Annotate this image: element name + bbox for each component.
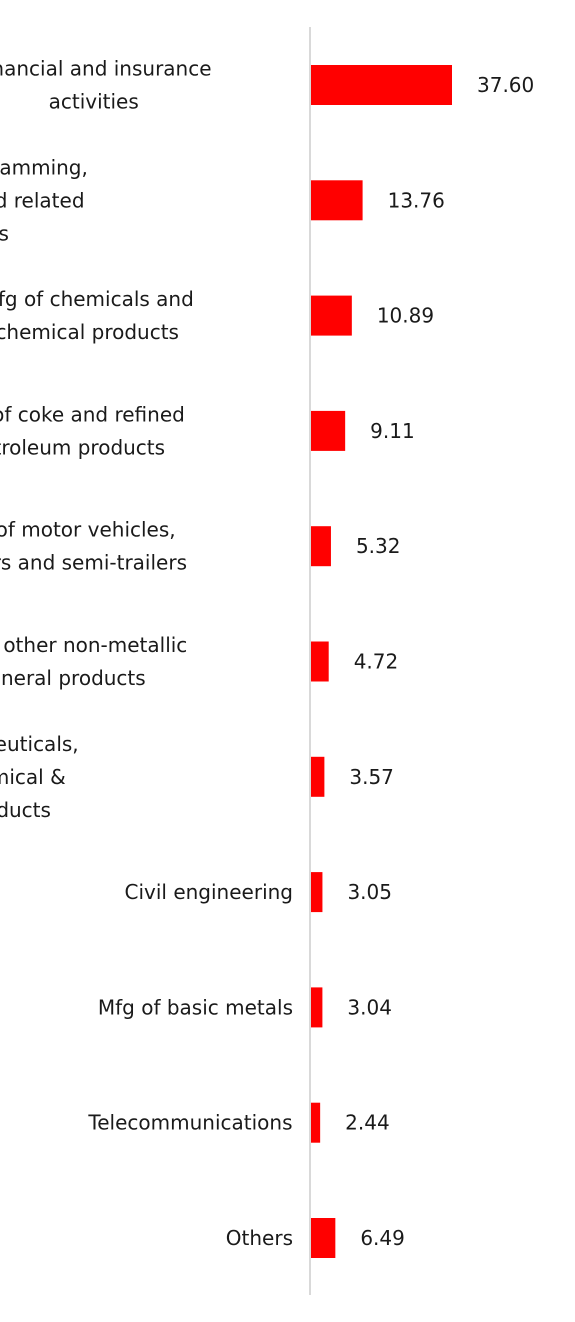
category-label-line: Mfg of basic metals	[98, 995, 293, 1019]
category-label-3: Mfg of coke and refined petroleum product…	[0, 402, 185, 459]
category-label-7: Civil engineering	[125, 880, 294, 904]
value-label-9: 2.44	[345, 1111, 390, 1135]
category-label-line: Mfg of other non-metallic	[0, 633, 187, 657]
value-label-2: 10.89	[377, 304, 434, 328]
bar-5	[311, 641, 329, 682]
bars-group	[311, 65, 452, 1258]
value-label-6: 3.57	[349, 765, 394, 789]
value-label-10: 6.49	[360, 1226, 405, 1250]
bar-6	[311, 756, 325, 797]
category-label-line: Mfg of motor vehicles,	[0, 518, 176, 542]
bar-7	[311, 872, 323, 913]
bar-2	[311, 295, 352, 336]
category-label-10: Others	[226, 1226, 293, 1250]
category-label-line: Computer programming,	[0, 155, 88, 179]
category-label-line: activities	[49, 90, 139, 114]
category-label-line: medicinal chemical &	[0, 765, 66, 789]
category-label-6: Mfg of pharmaceuticals, medicinal chemica…	[0, 732, 79, 822]
category-label-line: botanical products	[0, 798, 51, 822]
category-label-5: Mfg of other non-metallic mineral product…	[0, 633, 187, 690]
category-label-line: Others	[226, 1226, 293, 1250]
category-label-line: chemical products	[0, 320, 179, 344]
category-label-line: activities	[0, 221, 9, 245]
bar-3	[311, 410, 346, 451]
category-label-line: Telecommunications	[87, 1111, 292, 1135]
value-label-0: 37.60	[477, 73, 534, 97]
category-label-line: Mfg of chemicals and	[0, 287, 194, 311]
category-label-8: Mfg of basic metals	[98, 995, 293, 1019]
category-label-2: Mfg of chemicals and chemical products	[0, 287, 194, 344]
category-label-line: Civil engineering	[125, 880, 294, 904]
value-labels-group: 37.60 13.76 10.89 9.11 5.32 4.72 3.57 3.05 3.04 2…	[345, 73, 534, 1250]
category-label-line: Mfg of coke and refined	[0, 402, 185, 426]
category-label-0: Financial and insurance activities	[0, 57, 212, 114]
category-label-line: Mfg of pharmaceuticals,	[0, 732, 79, 756]
value-label-7: 3.05	[347, 880, 392, 904]
bar-4	[311, 526, 331, 567]
value-label-5: 4.72	[354, 650, 399, 674]
bar-10	[311, 1218, 336, 1258]
category-label-line: consultancy and related	[0, 188, 85, 212]
category-label-9: Telecommunications	[87, 1111, 292, 1135]
category-label-4: Mfg of motor vehicles, trailers and semi-…	[0, 518, 187, 575]
category-label-line: mineral products	[0, 666, 146, 690]
category-labels-group: Financial and insuranceactivitiesCompute…	[0, 57, 293, 1251]
value-label-1: 13.76	[388, 188, 445, 212]
value-label-8: 3.04	[347, 995, 392, 1019]
category-label-line: Financial and insurance	[0, 57, 212, 81]
bar-0	[311, 65, 452, 105]
bar-8	[311, 987, 323, 1028]
category-label-line: petroleum products	[0, 435, 165, 459]
bar-9	[311, 1102, 321, 1143]
value-label-3: 9.11	[370, 419, 415, 443]
bar-1	[311, 180, 363, 221]
category-label-line: trailers and semi-trailers	[0, 551, 187, 575]
category-label-1: Computer programming, consultancy and rel…	[0, 155, 88, 245]
value-label-4: 5.32	[356, 534, 401, 558]
